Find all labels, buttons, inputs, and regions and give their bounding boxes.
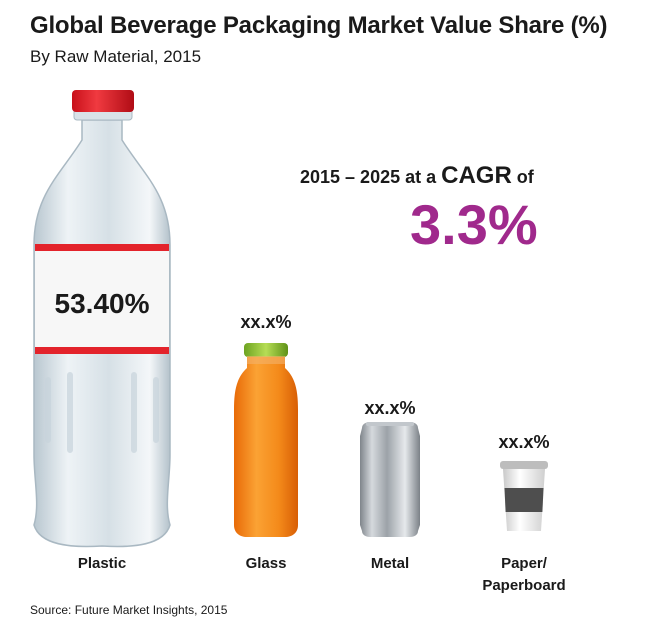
cagr-prefix: 2015 – 2025 at a [300,167,442,187]
value-label: 53.40% [54,288,150,319]
category-label: Plastic [77,555,127,572]
cagr-value: 3.3% [410,193,538,256]
paper-cup-icon [500,461,548,531]
cagr-suffix: of [511,167,534,187]
value-label: xx.x% [498,432,550,452]
glass-bottle-icon [234,343,298,537]
plastic-bottle-icon [33,90,171,548]
chart-title: Global Beverage Packaging Market Value S… [30,12,608,39]
metal-can-icon [360,422,420,537]
cagr-caption: 2015 – 2025 at a CAGR of [300,162,534,190]
category-label: Glass [245,555,287,572]
source-note: Source: Future Market Insights, 2015 [30,603,228,617]
chart-subtitle: By Raw Material, 2015 [30,47,202,66]
value-label: xx.x% [364,398,416,418]
category-label: Paper/Paperboard [482,555,566,594]
value-label: xx.x% [240,312,292,332]
category-label: Metal [370,555,410,572]
cagr-keyword: CAGR [441,162,512,189]
